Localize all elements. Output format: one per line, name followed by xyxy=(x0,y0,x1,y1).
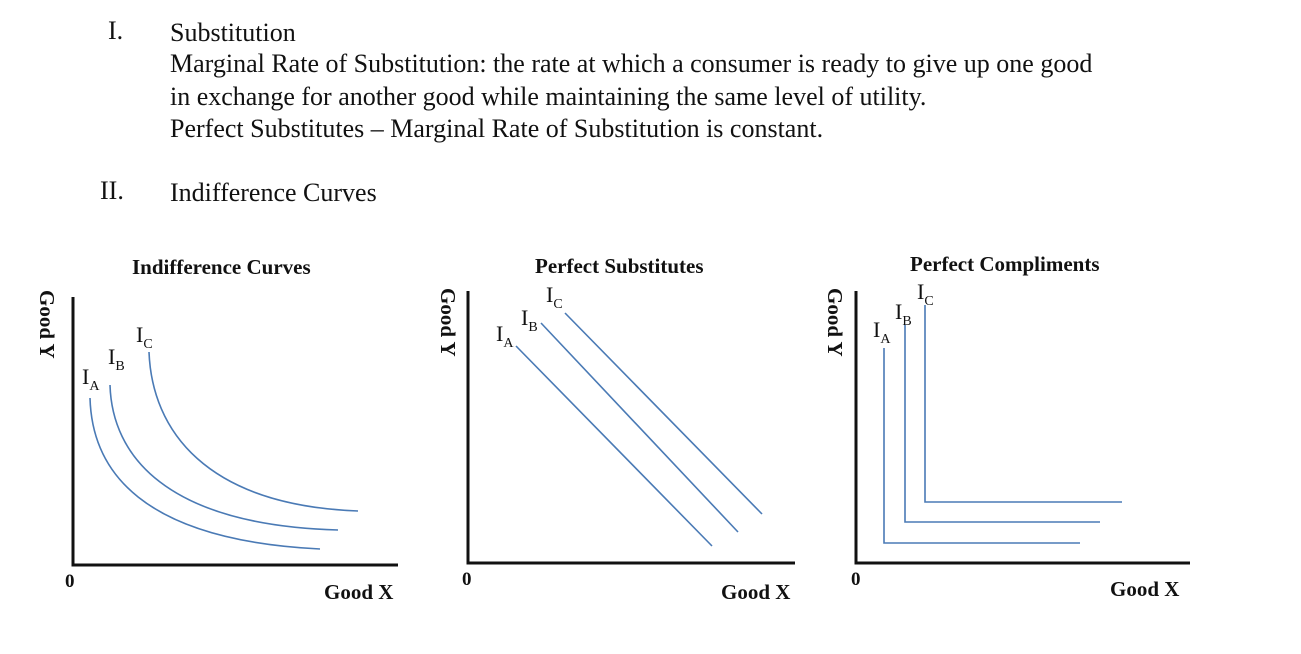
mrs-definition-line-1: Marginal Rate of Substitution: the rate … xyxy=(170,49,1093,78)
chart-3-curve-b xyxy=(904,325,1100,523)
chart-1-x-label: Good X xyxy=(324,580,393,604)
chart-perfect-substitutes: Perfect Substitutes Good Y 0 Good X IA I… xyxy=(436,254,795,604)
chart-1-origin: 0 xyxy=(65,571,75,592)
chart-2-label-ib: IB xyxy=(521,305,538,335)
chart-1-axes xyxy=(71,297,398,567)
chart-2-label-ic: IC xyxy=(546,282,563,312)
chart-perfect-compliments: Perfect Compliments Good Y 0 Good X IA I… xyxy=(823,252,1190,601)
chart-2-origin: 0 xyxy=(462,569,472,590)
chart-1-curve-c xyxy=(148,351,359,512)
chart-2-line-b xyxy=(540,322,739,533)
section-2-number: II. xyxy=(100,176,124,205)
section-1-heading: Substitution xyxy=(170,18,296,47)
chart-2-line-c xyxy=(564,312,763,515)
chart-indifference-curves: Indifference Curves Good Y 0 Good X IA I… xyxy=(35,255,398,604)
chart-3-origin: 0 xyxy=(851,569,861,590)
chart-1-label-ia: IA xyxy=(82,364,100,394)
chart-3-x-label: Good X xyxy=(1110,577,1179,601)
chart-3-curve-a xyxy=(883,348,1080,544)
chart-1-curve-a xyxy=(89,397,321,550)
chart-3-y-label: Good Y xyxy=(823,288,847,357)
chart-1-label-ib: IB xyxy=(108,344,125,374)
chart-2-x-label: Good X xyxy=(721,580,790,604)
chart-1-label-ic: IC xyxy=(136,322,153,352)
chart-2-title: Perfect Substitutes xyxy=(535,254,704,278)
chart-3-label-ia: IA xyxy=(873,317,891,347)
chart-2-axes xyxy=(466,291,795,565)
section-2-heading: Indifference Curves xyxy=(170,178,377,207)
chart-1-curve-b xyxy=(109,384,339,531)
chart-2-line-a xyxy=(515,345,713,547)
chart-3-curve-c xyxy=(924,305,1122,503)
chart-2-y-label: Good Y xyxy=(436,288,460,357)
chart-1-y-label: Good Y xyxy=(35,290,59,359)
chart-3-axes xyxy=(854,291,1190,565)
chart-2-label-ia: IA xyxy=(496,321,514,351)
chart-1-title: Indifference Curves xyxy=(132,255,311,279)
perfect-substitutes-note: Perfect Substitutes – Marginal Rate of S… xyxy=(170,114,824,143)
chart-3-title: Perfect Compliments xyxy=(910,252,1100,276)
chart-3-label-ib: IB xyxy=(895,299,912,329)
mrs-definition-line-2: in exchange for another good while maint… xyxy=(170,82,927,111)
chart-3-label-ic: IC xyxy=(917,279,934,309)
section-1-number: I. xyxy=(108,16,124,45)
